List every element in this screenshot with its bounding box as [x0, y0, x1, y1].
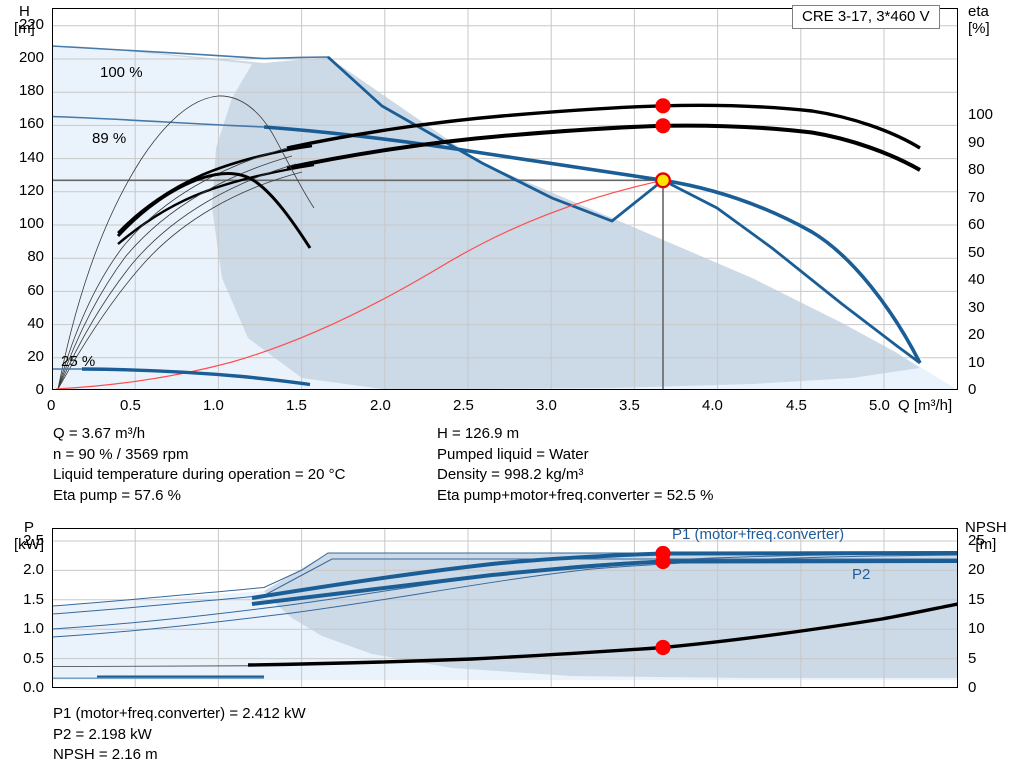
curve-h-89pct-thin: [52, 115, 265, 128]
top-y2tick-60: 60: [968, 216, 985, 233]
top-ytick-80: 80: [27, 248, 44, 265]
top-ytick-100: 100: [18, 215, 44, 232]
duty-info-right: H = 126.9 m Pumped liquid = Water Densit…: [437, 425, 714, 504]
top-x-axis-title: Q [m³/h]: [898, 397, 953, 414]
speed-envelope-region: [52, 46, 958, 390]
top-xtick-4.0: 4.0: [702, 397, 723, 414]
curve-p1: [251, 551, 958, 600]
bot-duty-point-markers: [655, 545, 671, 656]
bot-y2tick-10: 10: [968, 620, 985, 637]
annotation-p2: P2: [852, 566, 871, 583]
bot-ytick-1.5: 1.5: [23, 591, 44, 608]
bot-y-left-axis-title: P [kW]: [14, 519, 44, 553]
marker-eta-pump: [655, 98, 671, 114]
curve-eta-pump: [286, 103, 921, 150]
top-xtick-0.5: 0.5: [120, 397, 141, 414]
top-y2tick-80: 80: [968, 161, 985, 178]
top-xtick-1.5: 1.5: [286, 397, 307, 414]
top-y-right-axis-title: eta [%]: [968, 3, 990, 37]
top-y2tick-50: 50: [968, 244, 985, 261]
top-xtick-5.0: 5.0: [869, 397, 890, 414]
top-y2tick-70: 70: [968, 189, 985, 206]
bot-ytick-1.0: 1.0: [23, 620, 44, 637]
top-xtick-2.5: 2.5: [453, 397, 474, 414]
top-y-left-axis-title: H [m]: [14, 3, 35, 37]
top-y2tick-90: 90: [968, 134, 985, 151]
top-ytick-140: 140: [18, 149, 44, 166]
top-xtick-0: 0: [47, 397, 56, 414]
bot-y2tick-5: 5: [968, 650, 977, 667]
power-envelope-region: [52, 553, 958, 680]
marker-p2: [655, 553, 671, 570]
top-ytick-120: 120: [18, 182, 44, 199]
annotation-25pct: 25 %: [61, 353, 96, 370]
top-ytick-40: 40: [27, 315, 44, 332]
bot-ytick-0.0: 0.0: [23, 679, 44, 696]
bot-y2tick-0: 0: [968, 679, 977, 696]
bot-y2tick-20: 20: [968, 561, 985, 578]
top-y2tick-20: 20: [968, 326, 985, 343]
top-y2tick-40: 40: [968, 271, 985, 288]
curve-eta-25pct: [116, 172, 312, 249]
top-ytick-20: 20: [27, 348, 44, 365]
duty-point-guides: [52, 179, 664, 390]
top-y2tick-100: 100: [968, 106, 994, 123]
bot-y-right-axis-title: NPSH [m]: [965, 519, 1007, 553]
top-xtick-3.0: 3.0: [536, 397, 557, 414]
top-xtick-1.0: 1.0: [203, 397, 224, 414]
bot-ytick-2.0: 2.0: [23, 561, 44, 578]
marker-eta-total: [655, 118, 671, 134]
annotation-89pct: 89 %: [92, 130, 127, 147]
marker-npsh: [655, 639, 671, 656]
top-xtick-3.5: 3.5: [619, 397, 640, 414]
curve-h-25pct: [81, 367, 311, 387]
curve-npsh-thin: [52, 665, 249, 667]
top-ytick-60: 60: [27, 282, 44, 299]
curve-npsh: [247, 602, 958, 667]
top-ytick-220: 220: [18, 16, 44, 33]
top-xtick-4.5: 4.5: [786, 397, 807, 414]
curve-system-resistance: [55, 179, 664, 390]
power-npsh-chart: P1 (motor+freq.converter) P2: [52, 526, 958, 688]
curve-p2: [251, 559, 958, 606]
top-y2tick-10: 10: [968, 354, 985, 371]
bot-y2tick-15: 15: [968, 591, 985, 608]
duty-point-markers: [655, 98, 671, 189]
top-ytick-160: 160: [18, 115, 44, 132]
head-efficiency-plot: [52, 8, 958, 390]
curve-eta-total: [286, 123, 921, 172]
top-y2tick-30: 30: [968, 299, 985, 316]
top-ytick-0: 0: [35, 381, 44, 398]
top-ytick-200: 200: [18, 49, 44, 66]
annotation-100pct: 100 %: [100, 64, 143, 81]
curve-eta-envelope: [57, 95, 315, 390]
duty-info-left: Q = 3.67 m³/h n = 90 % / 3569 rpm Liquid…: [53, 425, 346, 504]
bot-ytick-0.5: 0.5: [23, 650, 44, 667]
top-xtick-2.0: 2.0: [370, 397, 391, 414]
top-ytick-180: 180: [18, 82, 44, 99]
horizontal-gridlines: [52, 25, 958, 359]
top-y2tick-0: 0: [968, 381, 977, 398]
annotation-p1: P1 (motor+freq.converter): [672, 526, 845, 543]
model-label-box: CRE 3-17, 3*460 V: [792, 5, 940, 29]
power-npsh-plot: [52, 528, 958, 688]
head-efficiency-chart: 100 % 89 % 25 %: [52, 8, 958, 390]
power-info-block: P1 (motor+freq.converter) = 2.412 kW P2 …: [53, 705, 306, 763]
